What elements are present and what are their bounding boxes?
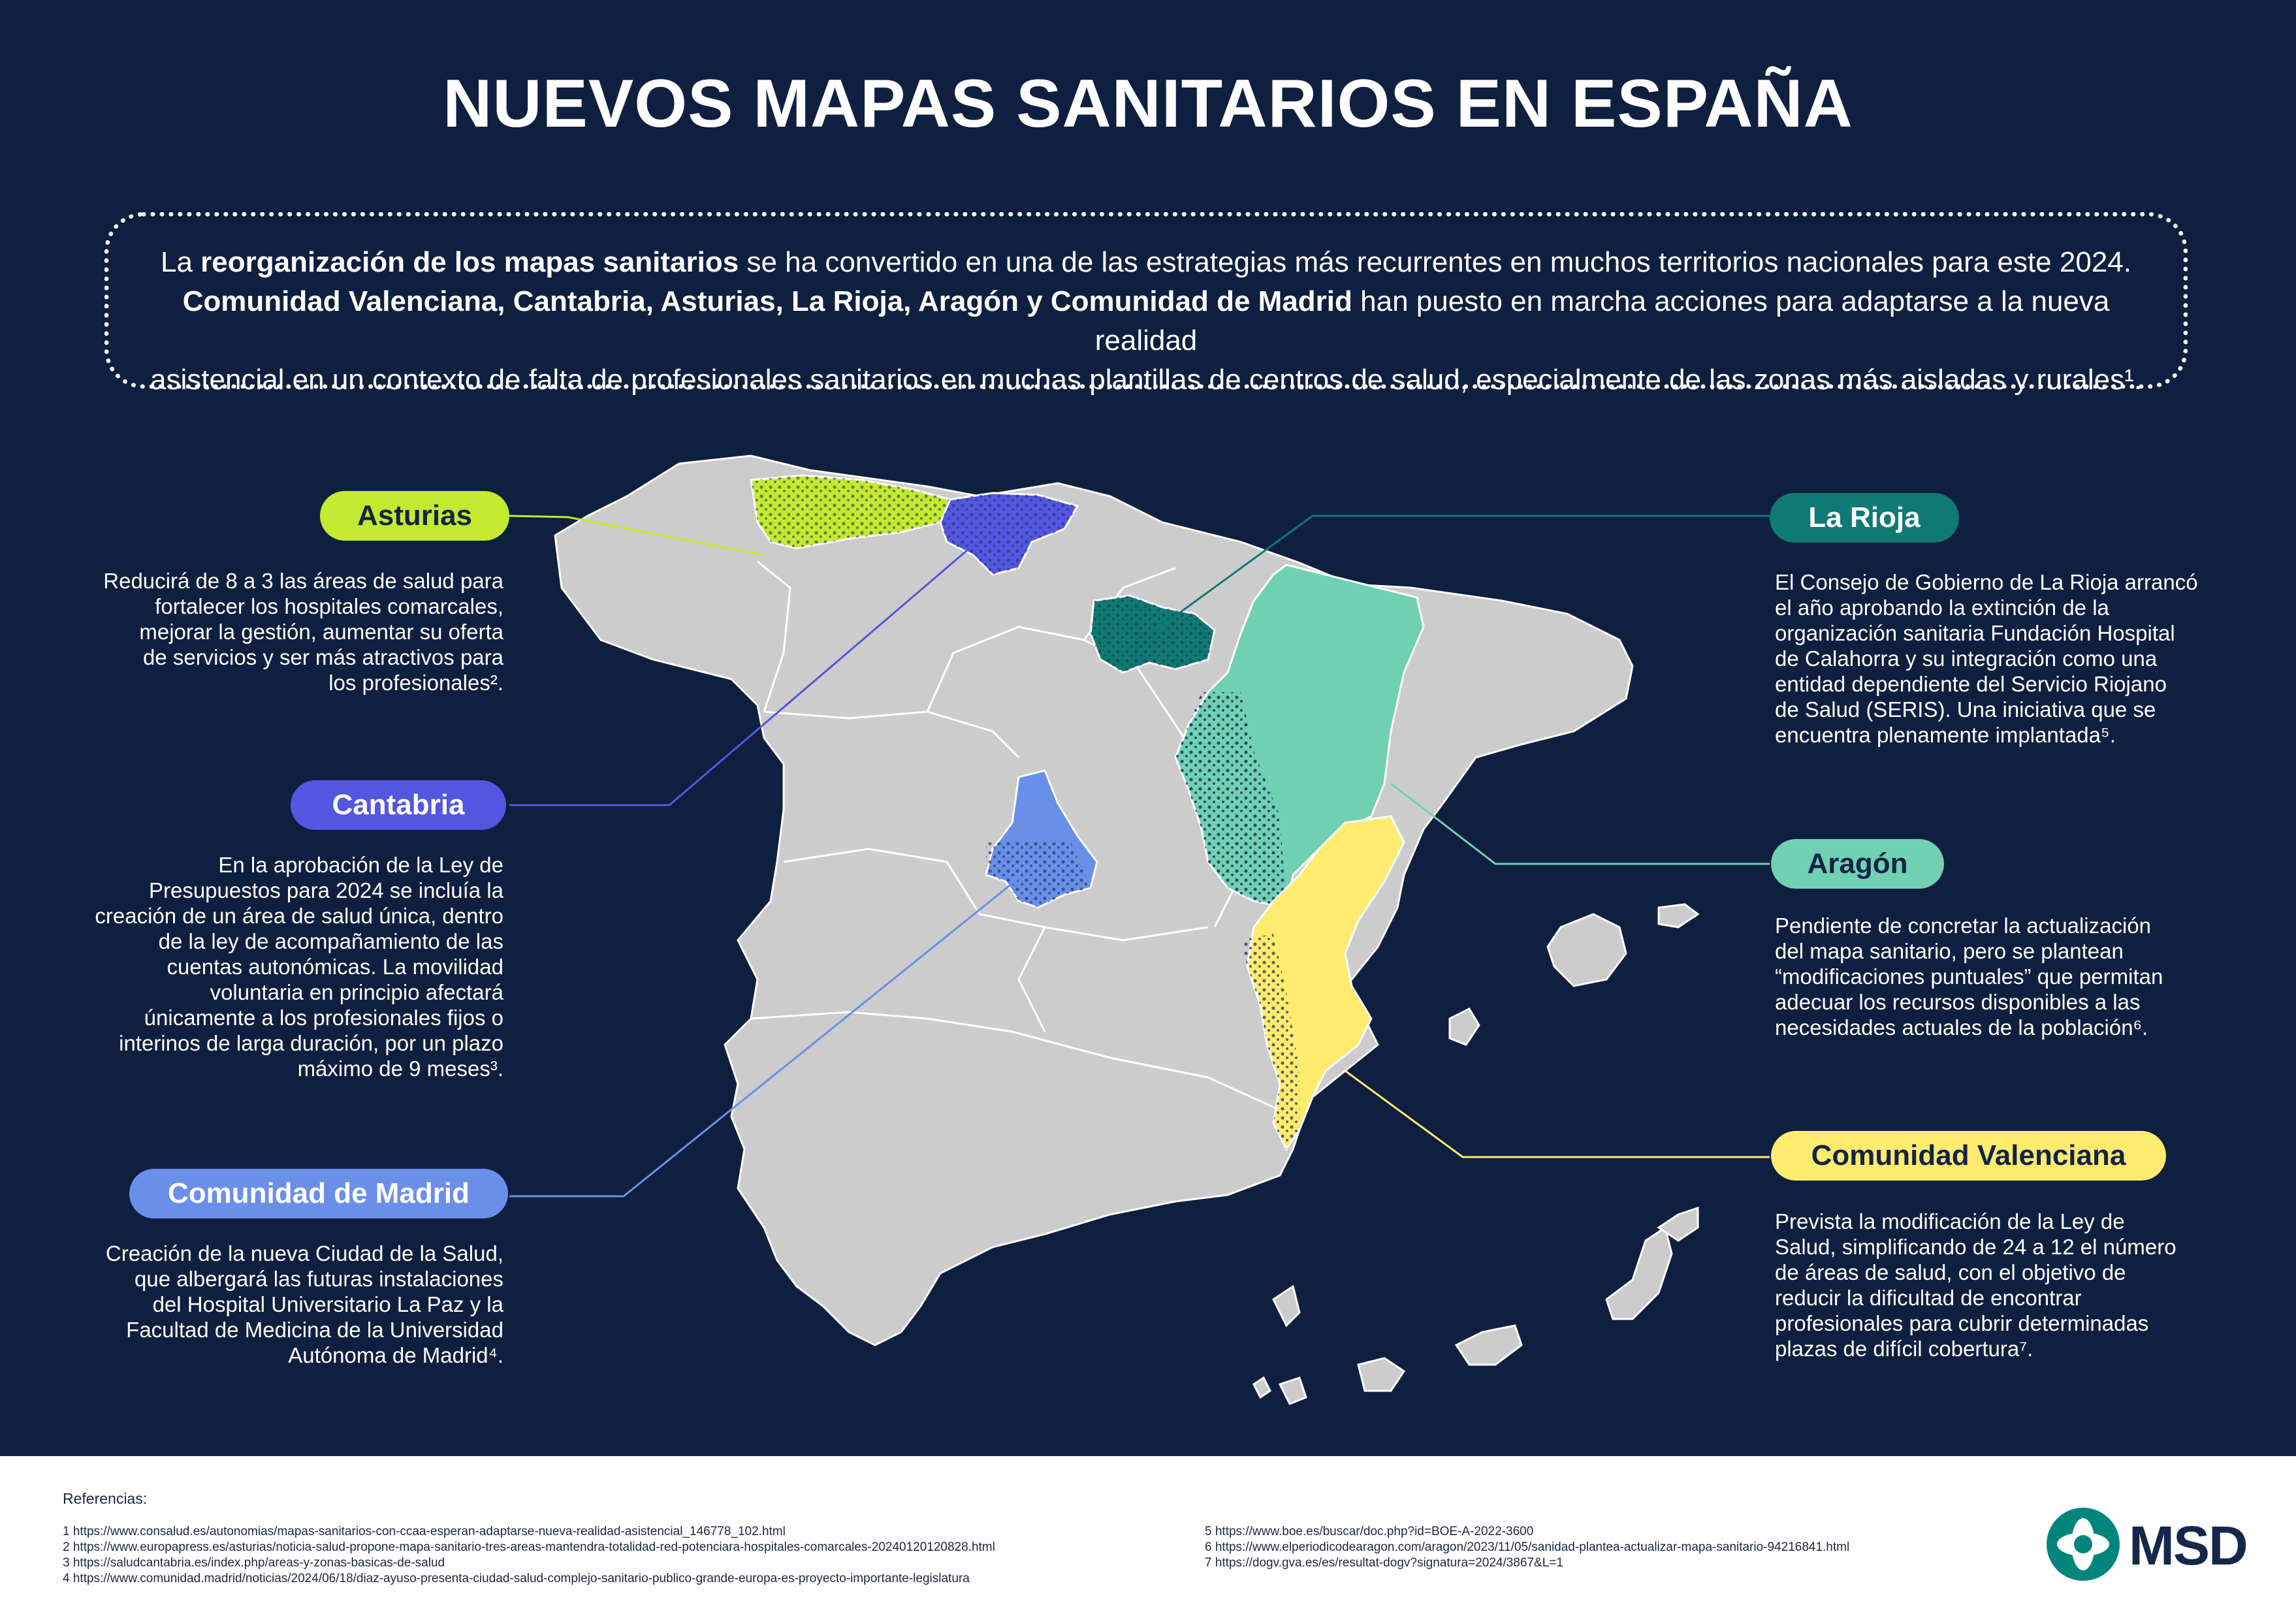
valenciana-description: Prevista la modificación de la Ley de Sa…	[1775, 1209, 2176, 1361]
aragon-pill: Aragón	[1771, 839, 1944, 889]
reference-item[interactable]: 3 https://saludcantabria.es/index.php/ar…	[63, 1556, 445, 1570]
connector-lines	[509, 515, 1770, 1198]
intro-highlight: Comunidad Valenciana, Cantabria, Asturia…	[182, 285, 1352, 317]
madrid-pill: Comunidad de Madrid	[129, 1169, 508, 1218]
reference-item[interactable]: 2 https://www.europapress.es/asturias/no…	[63, 1540, 995, 1554]
asturias-pill: Asturias	[320, 491, 509, 541]
intro-text: La	[161, 246, 201, 278]
intro-line-2: Comunidad Valenciana, Cantabria, Asturia…	[148, 282, 2144, 360]
canary-islands	[1252, 1206, 1699, 1405]
asturias-description: Reducirá de 8 a 3 las áreas de salud par…	[103, 569, 503, 695]
valenciana-dots	[1241, 934, 1299, 1149]
la-rioja-dots	[1091, 596, 1215, 673]
msd-logo-mark-icon	[2047, 1508, 2120, 1581]
intro-box: La reorganización de los mapas sanitario…	[104, 212, 2188, 396]
intro-line-3: asistencial en un contexto de falta de p…	[150, 364, 2142, 396]
references-right: 5 https://www.boe.es/buscar/doc.php?id=B…	[1205, 1524, 1849, 1571]
reference-item[interactable]: 7 https://dogv.gva.es/es/resultat-dogv?s…	[1205, 1556, 1563, 1570]
msd-logo: MSD	[2044, 1505, 2279, 1583]
la-rioja-pill: La Rioja	[1770, 493, 1959, 543]
references-left: 1 https://www.consalud.es/autonomias/map…	[63, 1524, 995, 1587]
intro-text: han puesto en marcha acciones para adapt…	[1094, 285, 2110, 357]
madrid-description: Creación de la nueva Ciudad de la Salud,…	[105, 1241, 503, 1367]
intro-highlight: reorganización de los mapas sanitarios	[200, 246, 739, 278]
madrid-dots	[986, 842, 1091, 908]
page-title: NUEVOS MAPAS SANITARIOS EN ESPAÑA	[443, 66, 1853, 142]
cantabria-pill: Cantabria	[291, 780, 506, 830]
intro-text: se ha convertido en una de las estrategi…	[739, 246, 2131, 278]
references-title: Referencias:	[63, 1490, 148, 1507]
reference-item[interactable]: 4 https://www.comunidad.madrid/noticias/…	[63, 1572, 970, 1585]
aragon-dots	[1175, 692, 1286, 908]
aragon-description: Pendiente de concretar la actualización …	[1775, 913, 2163, 1040]
la-rioja-description: El Consejo de Gobierno de La Rioja arran…	[1775, 570, 2198, 747]
cantabria-dots	[940, 493, 1077, 575]
reference-item[interactable]: 5 https://www.boe.es/buscar/doc.php?id=B…	[1205, 1525, 1534, 1538]
intro-line-1: La reorganización de los mapas sanitario…	[148, 243, 2144, 282]
balearic-islands	[1448, 903, 1700, 1046]
reference-item[interactable]: 6 https://www.elperiodicodearagon.com/ar…	[1205, 1540, 1850, 1554]
region-borders	[750, 560, 1281, 1111]
spain-mainland	[554, 454, 1634, 1346]
valenciana-pill: Comunidad Valenciana	[1771, 1131, 2166, 1181]
references-footer: Referencias: 1 https://www.consalud.es/a…	[0, 1456, 2296, 1620]
reference-item[interactable]: 1 https://www.consalud.es/autonomias/map…	[63, 1525, 786, 1538]
spain-map	[509, 454, 1770, 1405]
asturias-dots	[751, 475, 950, 548]
msd-logo-text: MSD	[2129, 1515, 2248, 1576]
cantabria-description: En la aprobación de la Ley de Presupuest…	[95, 853, 503, 1081]
